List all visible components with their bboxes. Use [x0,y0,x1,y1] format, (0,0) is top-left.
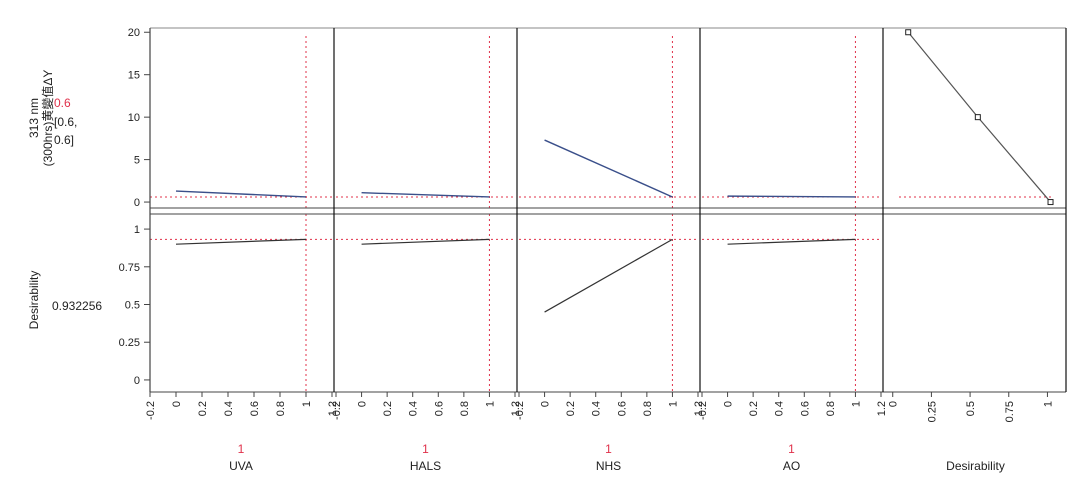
x-tick-label: 0.8 [825,401,837,416]
factor-name-nhs: NHS [596,459,621,473]
x-tick-label: 0.8 [275,401,287,416]
desirability-y-tick-label: 0.75 [119,262,140,274]
desirability-function-panel [899,29,1054,206]
desirability-current-value: 0.932256 [52,299,102,313]
factor-panel-hals [336,36,515,392]
x-tick-label: -0.2 [514,401,526,420]
desirability-line-uva [175,238,307,245]
desirability-function-handle [974,114,981,121]
desirability-y-axis: 0 0.25 0.5 0.75 1 [119,224,150,387]
x-tick-label: 1.2 [876,401,888,416]
x-tick-label: 0.6 [799,401,811,416]
x-tick-label: -0.2 [145,401,157,420]
x-tick-label: 1 [301,401,313,407]
x-tick-label: 1.2 [327,401,339,416]
x-tick-label: 0 [540,401,552,407]
x-tick-label: 0.4 [408,401,420,416]
desirability-function-handle [1047,199,1054,206]
desirability-row-label: Desirability [27,271,41,330]
response-interval-line-1: [0.6, [54,115,77,129]
x-tick-label: -0.2 [331,401,343,420]
x-tick-label: 1 [484,401,496,407]
response-label-line-2: (300hrs)黄變值ΔY [40,70,55,167]
factor-current-value: 1 [422,442,429,456]
x-tick-label: 1.2 [693,401,705,416]
x-tick-label: 0.2 [565,401,577,416]
x-tick-label: 0.4 [774,401,786,416]
response-current-value: 0.6 [54,96,71,110]
desirability-line-ao [727,238,856,245]
x-tick-label: 0.75 [1004,401,1016,422]
factor-current-value: 1 [788,442,795,456]
x-tick-label: 0.6 [433,401,445,416]
factor-name-uva: UVA [229,459,253,473]
desirability-line-nhs [544,238,673,313]
factor-panel-ao [702,36,881,392]
x-tick-label: 0.8 [642,401,654,416]
response-y-tick-label: 5 [134,155,140,167]
response-line-hals [361,192,490,198]
x-tick-label: 0.2 [748,401,760,416]
x-tick-label: 1 [1042,401,1054,407]
desirability-y-tick-label: 1 [134,224,140,236]
factor-current-value: 1 [605,442,612,456]
x-tick-label: 0.2 [197,401,209,416]
x-tick-label: 0.4 [223,401,235,416]
response-line-ao [727,195,856,198]
x-tick-label: 0.6 [616,401,628,416]
factor-labels: 1 UVA 1 HALS 1 NHS 1 AO Desirability [229,442,1005,473]
factor-panel-uva [150,36,332,392]
desirability-panel-name: Desirability [946,459,1005,473]
factor-name-ao: AO [783,459,800,473]
profiler-panels [150,29,1054,392]
response-interval-line-2: 0.6] [54,133,74,147]
response-y-tick-label: 20 [128,27,140,39]
desirability-y-tick-label: 0 [134,375,140,387]
response-y-tick-label: 10 [128,112,140,124]
response-line-nhs [544,139,673,198]
factor-name-hals: HALS [410,459,441,473]
desirability-line-hals [361,238,490,245]
x-tick-label: 0.4 [591,401,603,416]
factor-panel-nhs [519,36,698,392]
response-label: 313 nm (300hrs)黄變值ΔY [27,70,55,167]
response-y-axis: 0 5 10 15 20 [128,27,150,209]
x-tick-label: 0 [171,401,183,407]
desirability-y-tick-label: 0.25 [119,337,140,349]
profiler-frame [149,27,1067,393]
factor-current-value: 1 [238,442,245,456]
response-y-tick-label: 15 [128,70,140,82]
response-label-line-1: 313 nm [27,98,41,138]
x-tick-label: 1 [850,401,862,407]
response-y-tick-label: 0 [134,197,140,209]
x-tick-label: 0 [888,401,900,407]
x-tick-label: 0.8 [459,401,471,416]
factor-x-axes: -0.2 0 0.2 0.4 0.6 0.8 1 1.2-0.2 0 0.2 0.4 0.6 0.8 1 1… [145,392,1054,422]
x-tick-label: -0.2 [697,401,709,420]
x-tick-label: 0.25 [926,401,938,422]
desirability-function-handle [905,29,912,36]
x-tick-label: 0 [357,401,369,407]
desirability-y-tick-label: 0.5 [125,300,140,312]
x-tick-label: 0.2 [382,401,394,416]
response-line-uva [175,190,307,198]
x-tick-label: 0.6 [249,401,261,416]
x-tick-label: 0 [723,401,735,407]
x-tick-label: 1 [667,401,679,407]
x-tick-label: 1.2 [510,401,522,416]
x-tick-label: 0.5 [965,401,977,416]
